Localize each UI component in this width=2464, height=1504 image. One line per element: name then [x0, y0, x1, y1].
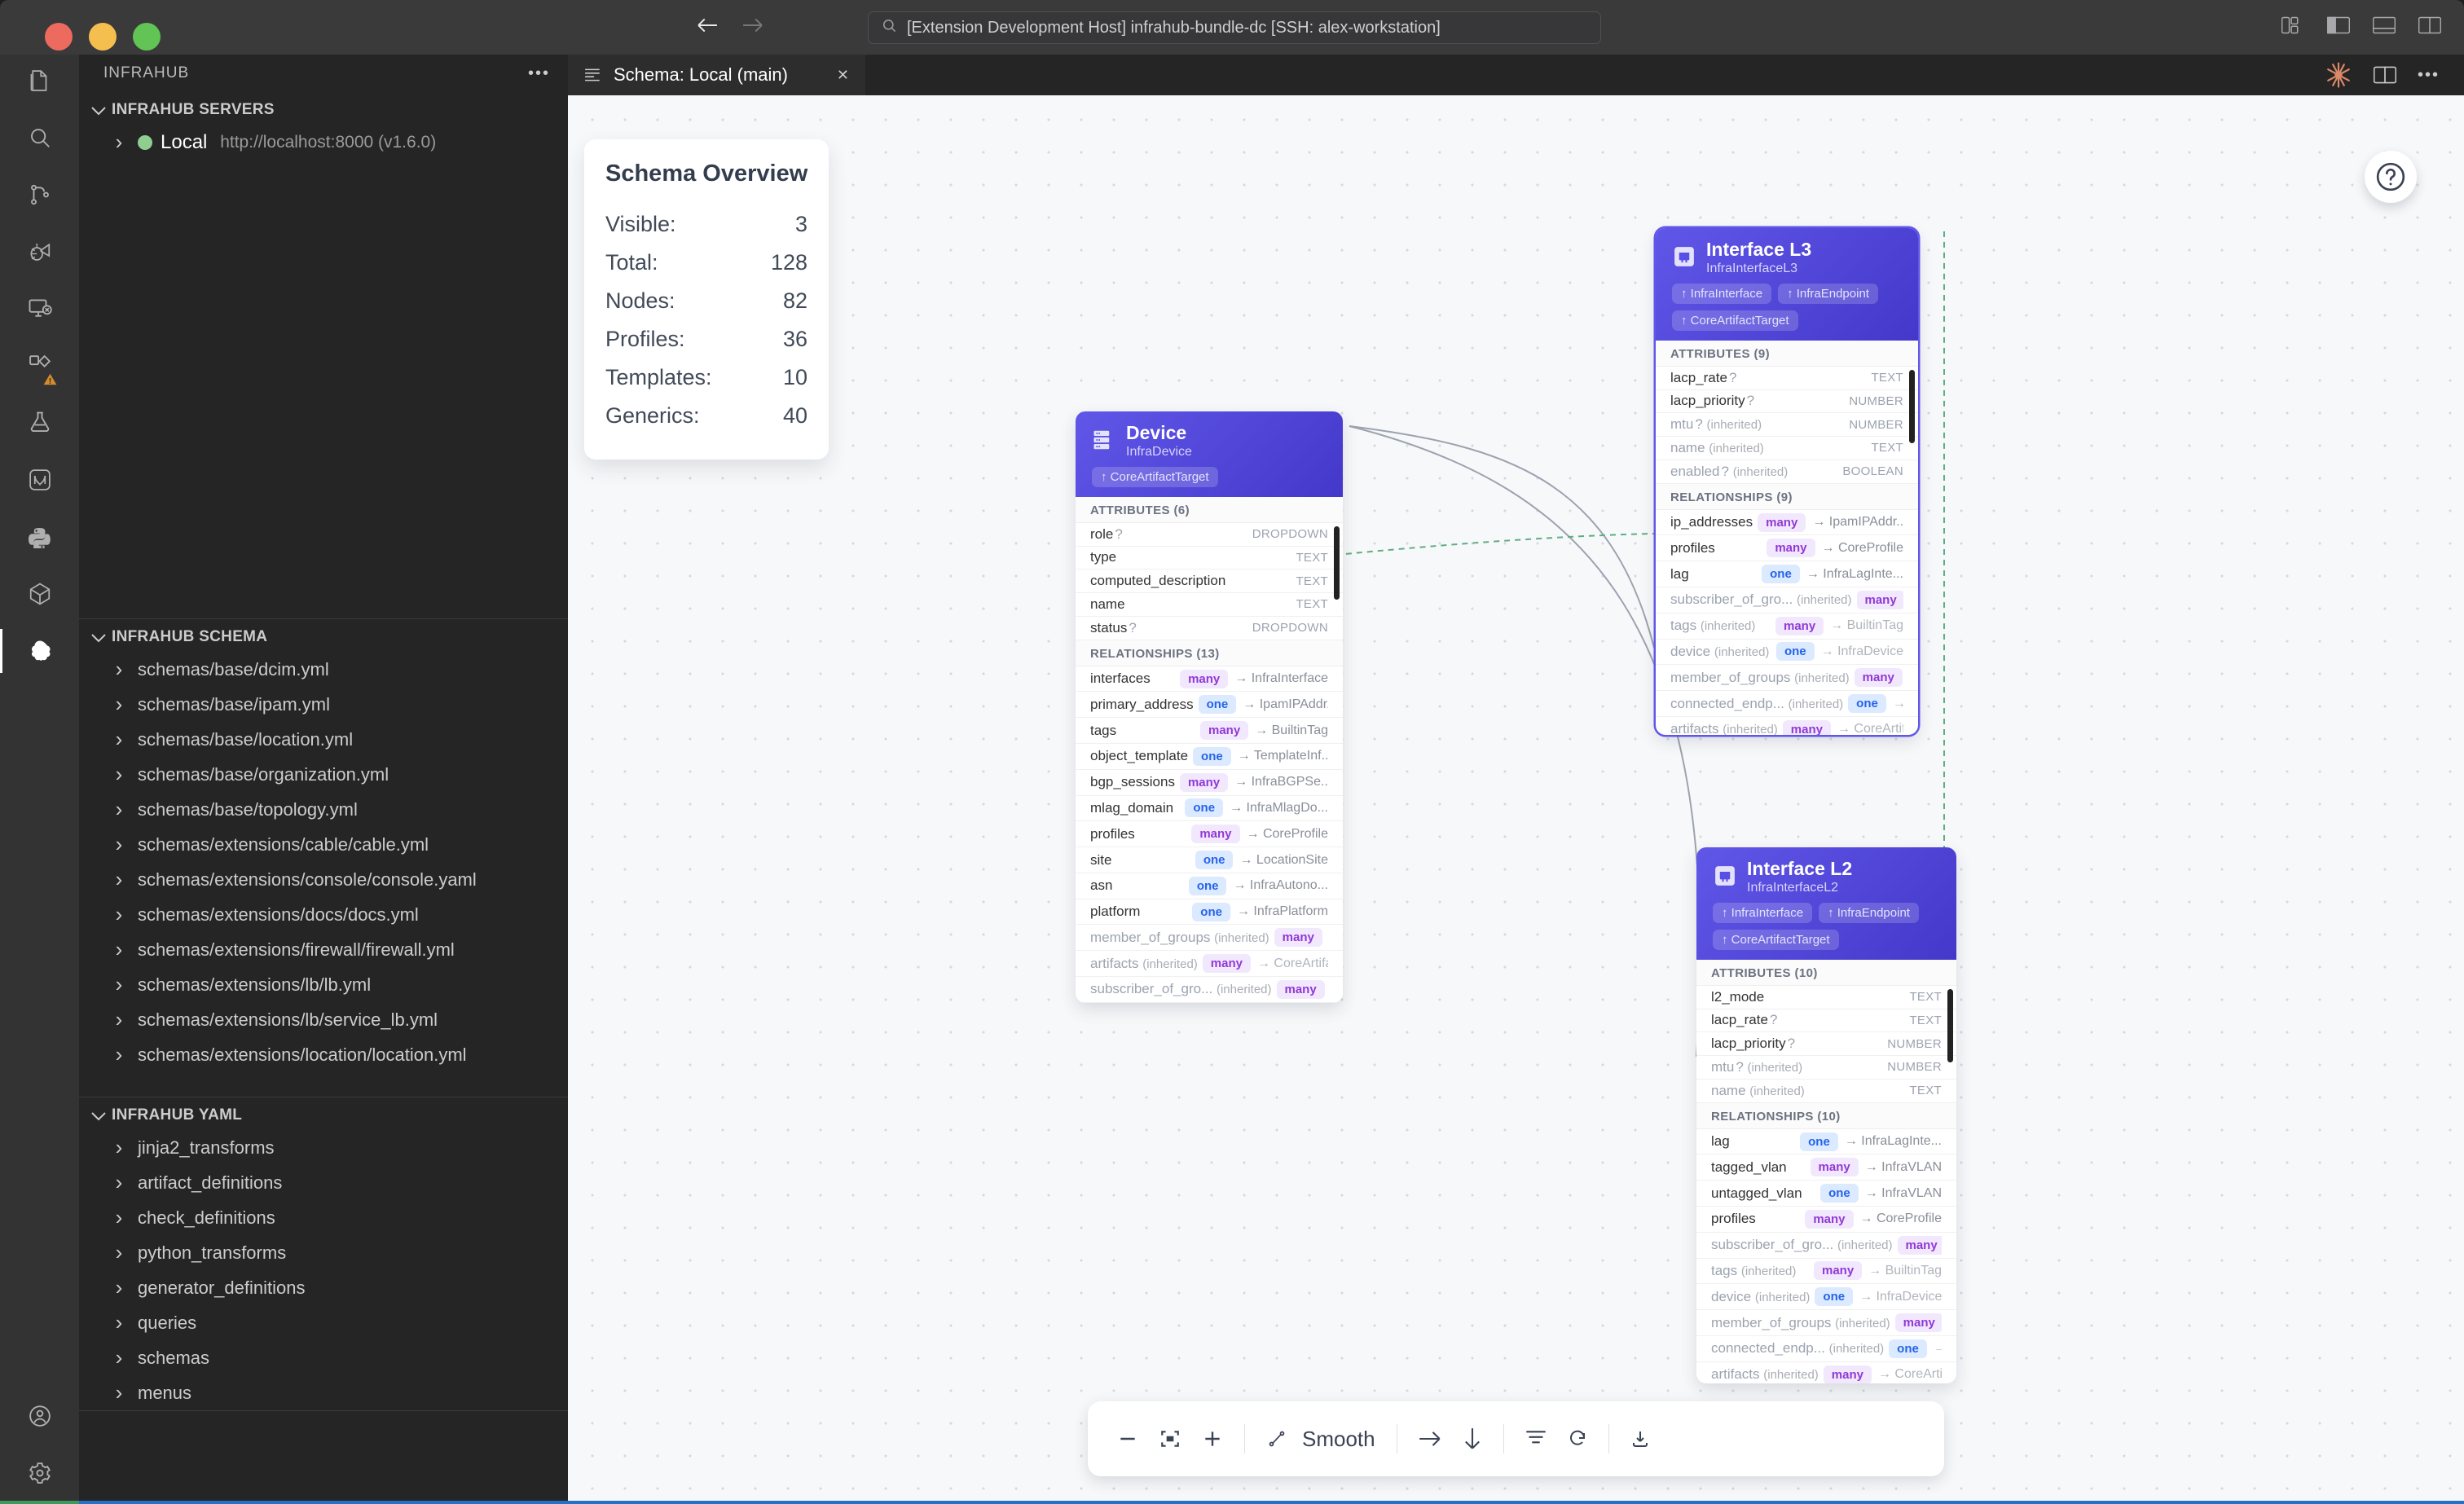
svg-text:!: ! — [49, 377, 51, 386]
